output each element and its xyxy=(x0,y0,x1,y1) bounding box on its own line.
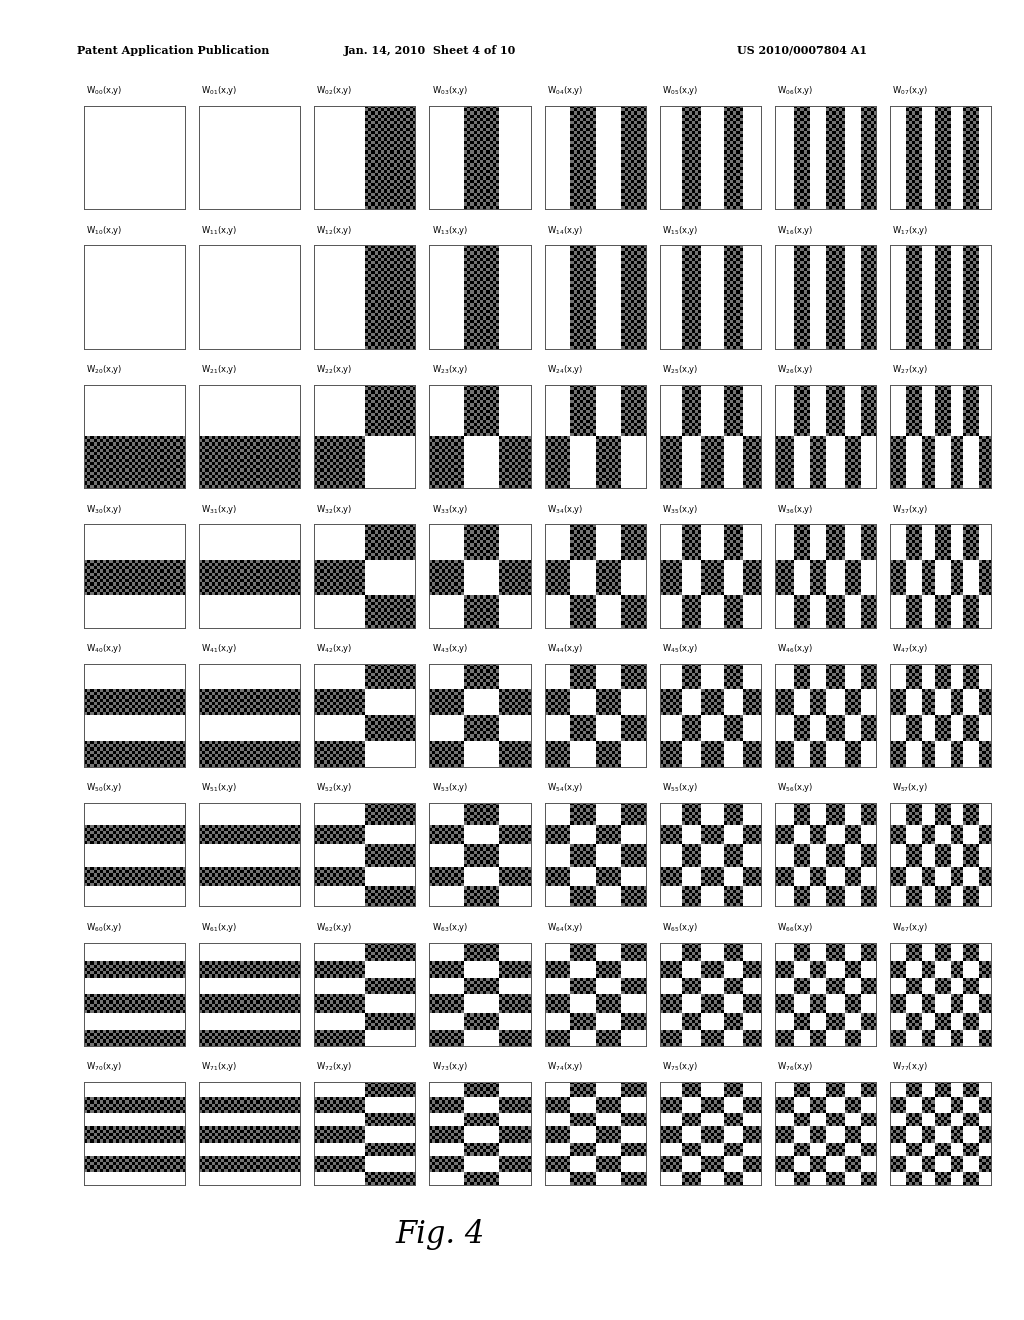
Text: W$_{\mathrm{25}}$(x,y): W$_{\mathrm{25}}$(x,y) xyxy=(662,363,698,376)
Text: W$_{\mathrm{26}}$(x,y): W$_{\mathrm{26}}$(x,y) xyxy=(777,363,814,376)
Text: W$_{\mathrm{45}}$(x,y): W$_{\mathrm{45}}$(x,y) xyxy=(662,642,698,655)
Text: Jan. 14, 2010  Sheet 4 of 10: Jan. 14, 2010 Sheet 4 of 10 xyxy=(344,45,516,55)
Text: W$_{\mathrm{50}}$(x,y): W$_{\mathrm{50}}$(x,y) xyxy=(86,781,123,795)
Text: W$_{\mathrm{36}}$(x,y): W$_{\mathrm{36}}$(x,y) xyxy=(777,503,814,516)
Text: W$_{\mathrm{02}}$(x,y): W$_{\mathrm{02}}$(x,y) xyxy=(316,84,353,98)
Text: W$_{\mathrm{64}}$(x,y): W$_{\mathrm{64}}$(x,y) xyxy=(547,921,584,933)
Text: W$_{\mathrm{57}}$(x,y): W$_{\mathrm{57}}$(x,y) xyxy=(892,781,929,795)
Text: W$_{\mathrm{21}}$(x,y): W$_{\mathrm{21}}$(x,y) xyxy=(201,363,238,376)
Text: W$_{\mathrm{00}}$(x,y): W$_{\mathrm{00}}$(x,y) xyxy=(86,84,123,98)
Text: Patent Application Publication: Patent Application Publication xyxy=(77,45,269,55)
Text: W$_{\mathrm{23}}$(x,y): W$_{\mathrm{23}}$(x,y) xyxy=(432,363,468,376)
Text: W$_{\mathrm{70}}$(x,y): W$_{\mathrm{70}}$(x,y) xyxy=(86,1060,123,1073)
Text: W$_{\mathrm{67}}$(x,y): W$_{\mathrm{67}}$(x,y) xyxy=(892,921,929,933)
Text: W$_{\mathrm{56}}$(x,y): W$_{\mathrm{56}}$(x,y) xyxy=(777,781,814,795)
Text: W$_{\mathrm{46}}$(x,y): W$_{\mathrm{46}}$(x,y) xyxy=(777,642,814,655)
Text: W$_{\mathrm{03}}$(x,y): W$_{\mathrm{03}}$(x,y) xyxy=(432,84,468,98)
Text: W$_{\mathrm{43}}$(x,y): W$_{\mathrm{43}}$(x,y) xyxy=(432,642,468,655)
Text: W$_{\mathrm{42}}$(x,y): W$_{\mathrm{42}}$(x,y) xyxy=(316,642,353,655)
Text: W$_{\mathrm{53}}$(x,y): W$_{\mathrm{53}}$(x,y) xyxy=(432,781,468,795)
Text: W$_{\mathrm{01}}$(x,y): W$_{\mathrm{01}}$(x,y) xyxy=(201,84,238,98)
Text: W$_{\mathrm{14}}$(x,y): W$_{\mathrm{14}}$(x,y) xyxy=(547,223,584,236)
Text: W$_{\mathrm{61}}$(x,y): W$_{\mathrm{61}}$(x,y) xyxy=(201,921,238,933)
Text: W$_{\mathrm{13}}$(x,y): W$_{\mathrm{13}}$(x,y) xyxy=(432,223,468,236)
Text: W$_{\mathrm{15}}$(x,y): W$_{\mathrm{15}}$(x,y) xyxy=(662,223,698,236)
Text: W$_{\mathrm{66}}$(x,y): W$_{\mathrm{66}}$(x,y) xyxy=(777,921,814,933)
Text: W$_{\mathrm{60}}$(x,y): W$_{\mathrm{60}}$(x,y) xyxy=(86,921,123,933)
Text: W$_{\mathrm{76}}$(x,y): W$_{\mathrm{76}}$(x,y) xyxy=(777,1060,814,1073)
Text: W$_{\mathrm{30}}$(x,y): W$_{\mathrm{30}}$(x,y) xyxy=(86,503,123,516)
Text: W$_{\mathrm{40}}$(x,y): W$_{\mathrm{40}}$(x,y) xyxy=(86,642,123,655)
Text: W$_{\mathrm{07}}$(x,y): W$_{\mathrm{07}}$(x,y) xyxy=(892,84,929,98)
Text: W$_{\mathrm{05}}$(x,y): W$_{\mathrm{05}}$(x,y) xyxy=(662,84,698,98)
Text: W$_{\mathrm{63}}$(x,y): W$_{\mathrm{63}}$(x,y) xyxy=(432,921,468,933)
Text: W$_{\mathrm{17}}$(x,y): W$_{\mathrm{17}}$(x,y) xyxy=(892,223,929,236)
Text: W$_{\mathrm{33}}$(x,y): W$_{\mathrm{33}}$(x,y) xyxy=(432,503,468,516)
Text: W$_{\mathrm{47}}$(x,y): W$_{\mathrm{47}}$(x,y) xyxy=(892,642,929,655)
Text: W$_{\mathrm{74}}$(x,y): W$_{\mathrm{74}}$(x,y) xyxy=(547,1060,584,1073)
Text: W$_{\mathrm{37}}$(x,y): W$_{\mathrm{37}}$(x,y) xyxy=(892,503,929,516)
Text: W$_{\mathrm{20}}$(x,y): W$_{\mathrm{20}}$(x,y) xyxy=(86,363,123,376)
Text: W$_{\mathrm{77}}$(x,y): W$_{\mathrm{77}}$(x,y) xyxy=(892,1060,929,1073)
Text: W$_{\mathrm{73}}$(x,y): W$_{\mathrm{73}}$(x,y) xyxy=(432,1060,468,1073)
Text: W$_{\mathrm{75}}$(x,y): W$_{\mathrm{75}}$(x,y) xyxy=(662,1060,698,1073)
Text: W$_{\mathrm{16}}$(x,y): W$_{\mathrm{16}}$(x,y) xyxy=(777,223,814,236)
Text: W$_{\mathrm{31}}$(x,y): W$_{\mathrm{31}}$(x,y) xyxy=(201,503,238,516)
Text: W$_{\mathrm{55}}$(x,y): W$_{\mathrm{55}}$(x,y) xyxy=(662,781,698,795)
Text: W$_{\mathrm{32}}$(x,y): W$_{\mathrm{32}}$(x,y) xyxy=(316,503,353,516)
Text: W$_{\mathrm{71}}$(x,y): W$_{\mathrm{71}}$(x,y) xyxy=(201,1060,238,1073)
Text: W$_{\mathrm{22}}$(x,y): W$_{\mathrm{22}}$(x,y) xyxy=(316,363,353,376)
Text: W$_{\mathrm{65}}$(x,y): W$_{\mathrm{65}}$(x,y) xyxy=(662,921,698,933)
Text: W$_{\mathrm{62}}$(x,y): W$_{\mathrm{62}}$(x,y) xyxy=(316,921,353,933)
Text: W$_{\mathrm{11}}$(x,y): W$_{\mathrm{11}}$(x,y) xyxy=(201,223,238,236)
Text: W$_{\mathrm{04}}$(x,y): W$_{\mathrm{04}}$(x,y) xyxy=(547,84,584,98)
Text: W$_{\mathrm{54}}$(x,y): W$_{\mathrm{54}}$(x,y) xyxy=(547,781,584,795)
Text: W$_{\mathrm{12}}$(x,y): W$_{\mathrm{12}}$(x,y) xyxy=(316,223,353,236)
Text: W$_{\mathrm{44}}$(x,y): W$_{\mathrm{44}}$(x,y) xyxy=(547,642,584,655)
Text: W$_{\mathrm{06}}$(x,y): W$_{\mathrm{06}}$(x,y) xyxy=(777,84,814,98)
Text: W$_{\mathrm{10}}$(x,y): W$_{\mathrm{10}}$(x,y) xyxy=(86,223,123,236)
Text: US 2010/0007804 A1: US 2010/0007804 A1 xyxy=(737,45,867,55)
Text: W$_{\mathrm{24}}$(x,y): W$_{\mathrm{24}}$(x,y) xyxy=(547,363,584,376)
Text: Fig. 4: Fig. 4 xyxy=(395,1218,485,1250)
Text: W$_{\mathrm{34}}$(x,y): W$_{\mathrm{34}}$(x,y) xyxy=(547,503,584,516)
Text: W$_{\mathrm{41}}$(x,y): W$_{\mathrm{41}}$(x,y) xyxy=(201,642,238,655)
Text: W$_{\mathrm{35}}$(x,y): W$_{\mathrm{35}}$(x,y) xyxy=(662,503,698,516)
Text: W$_{\mathrm{51}}$(x,y): W$_{\mathrm{51}}$(x,y) xyxy=(201,781,238,795)
Text: W$_{\mathrm{52}}$(x,y): W$_{\mathrm{52}}$(x,y) xyxy=(316,781,353,795)
Text: W$_{\mathrm{27}}$(x,y): W$_{\mathrm{27}}$(x,y) xyxy=(892,363,929,376)
Text: W$_{\mathrm{72}}$(x,y): W$_{\mathrm{72}}$(x,y) xyxy=(316,1060,353,1073)
